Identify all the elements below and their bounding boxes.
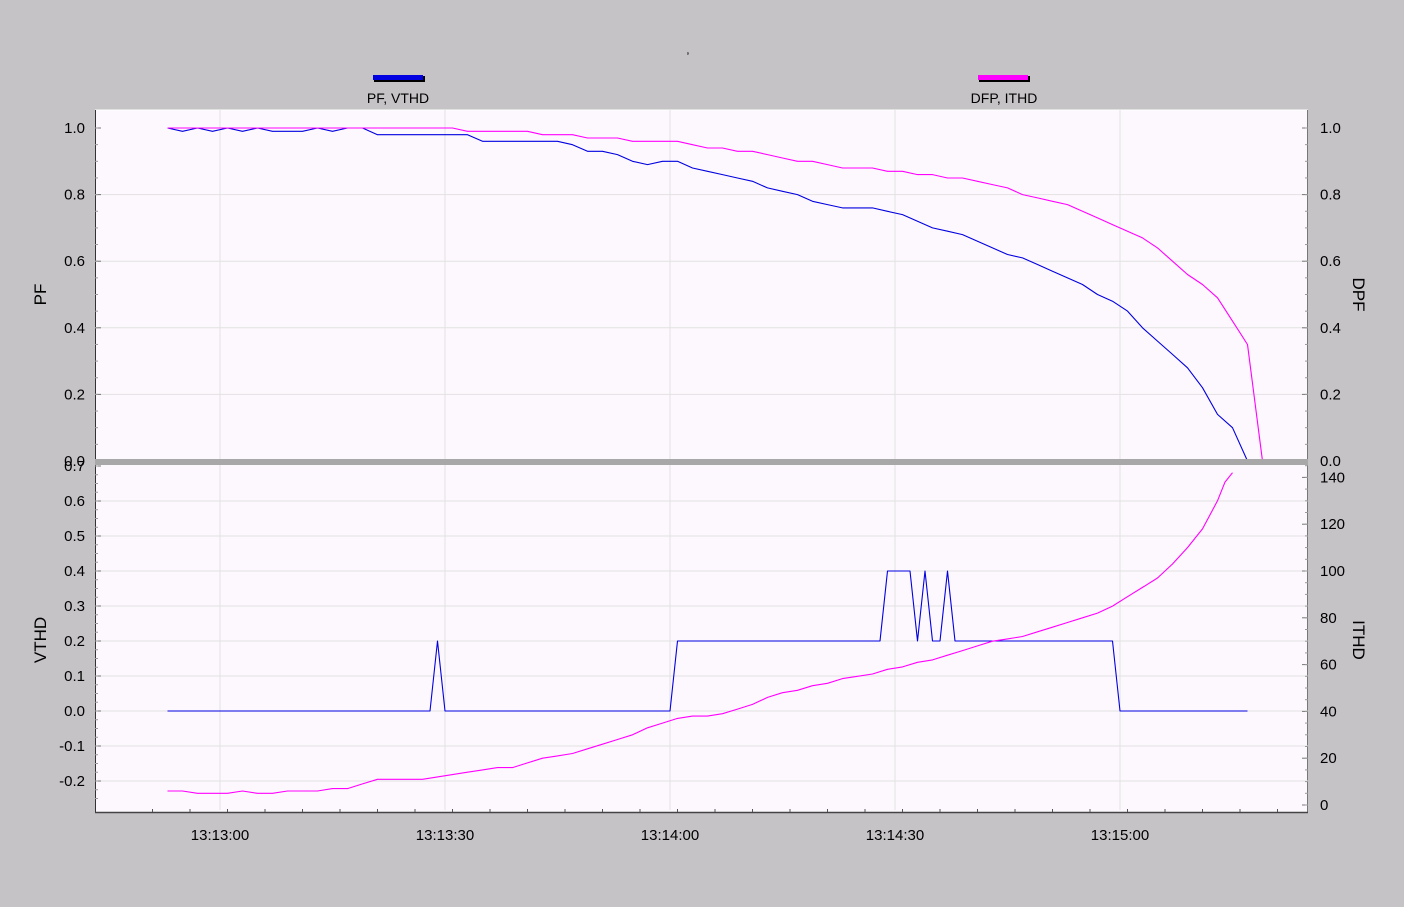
chart-title-mark: ʼ — [687, 50, 690, 64]
legend-swatch-blue — [373, 75, 423, 80]
y-tick-label: 0.1 — [64, 668, 85, 685]
legend-swatch-magenta — [978, 75, 1028, 80]
y2-tick-label: 140 — [1320, 469, 1345, 486]
y-tick-label: 0.2 — [64, 633, 85, 650]
y2-axis-title: ITHD — [1349, 620, 1368, 660]
y2-tick-label: 0.8 — [1320, 187, 1341, 204]
x-tick-label: 13:13:00 — [191, 827, 249, 844]
y2-tick-label: 20 — [1320, 750, 1337, 767]
y-tick-label: 0.4 — [64, 563, 85, 580]
x-tick-label: 13:13:30 — [416, 827, 474, 844]
y-tick-label: 1.0 — [64, 120, 85, 137]
series-layer — [167, 127, 1264, 794]
y2-tick-label: 80 — [1320, 610, 1337, 627]
y-tick-label: 0.0 — [64, 703, 85, 720]
y2-tick-label: 60 — [1320, 657, 1337, 674]
y-tick-label: 0.2 — [64, 386, 85, 403]
bottom-panel-ticks — [95, 465, 1308, 812]
y-tick-label: 0.6 — [64, 253, 85, 270]
axis-labels: 0.0 0.2 0.4 0.6 0.8 1.0 0.0 0.2 0.4 0.6 0.8 1.0 PF DP… — [31, 120, 1368, 844]
y-tick-label: 0.5 — [64, 528, 85, 545]
x-tick-label: 13:14:00 — [641, 827, 699, 844]
y-tick-label: 0.6 — [64, 493, 85, 510]
legend: PF, VTHD DFP, ITHD — [367, 75, 1037, 106]
legend-item-pf-vthd: PF, VTHD — [367, 75, 429, 106]
legend-label-dfp-ithd: DFP, ITHD — [971, 90, 1038, 106]
y-tick-label: 0.4 — [64, 320, 85, 337]
y-axis-title: VTHD — [31, 617, 50, 663]
x-tick-label: 13:14:30 — [866, 827, 924, 844]
top-panel-ticks — [95, 127, 1308, 462]
y-tick-label: 0.3 — [64, 598, 85, 615]
y2-axis-title: DPF — [1349, 278, 1368, 312]
y2-tick-label: 1.0 — [1320, 120, 1341, 137]
y-tick-label: 0.7 — [64, 458, 85, 475]
y2-tick-label: 0.2 — [1320, 386, 1341, 403]
y2-tick-label: 120 — [1320, 516, 1345, 533]
bottom-panel-grid — [95, 464, 1308, 810]
top-panel-grid — [95, 110, 1308, 461]
x-tick-label: 13:15:00 — [1091, 827, 1149, 844]
y2-tick-label: 0.4 — [1320, 320, 1341, 337]
y2-tick-label: 100 — [1320, 563, 1345, 580]
y2-tick-label: 0.6 — [1320, 253, 1341, 270]
y2-tick-label: 0.0 — [1320, 453, 1341, 470]
series-line-ithd — [167, 472, 1233, 794]
y-tick-label: -0.1 — [59, 738, 85, 755]
y-axis-title: PF — [31, 284, 50, 306]
y2-tick-label: 0 — [1320, 797, 1328, 814]
legend-item-dfp-ithd: DFP, ITHD — [971, 75, 1038, 106]
legend-label-pf-vthd: PF, VTHD — [367, 90, 429, 106]
series-line-vthd — [167, 570, 1248, 712]
y-tick-label: 0.8 — [64, 187, 85, 204]
y-tick-label: 0.0 — [64, 453, 85, 470]
y-tick-label: -0.2 — [59, 773, 85, 790]
panel-divider — [95, 459, 1308, 465]
series-line-dpf — [167, 127, 1264, 462]
y2-tick-label: 40 — [1320, 703, 1337, 720]
